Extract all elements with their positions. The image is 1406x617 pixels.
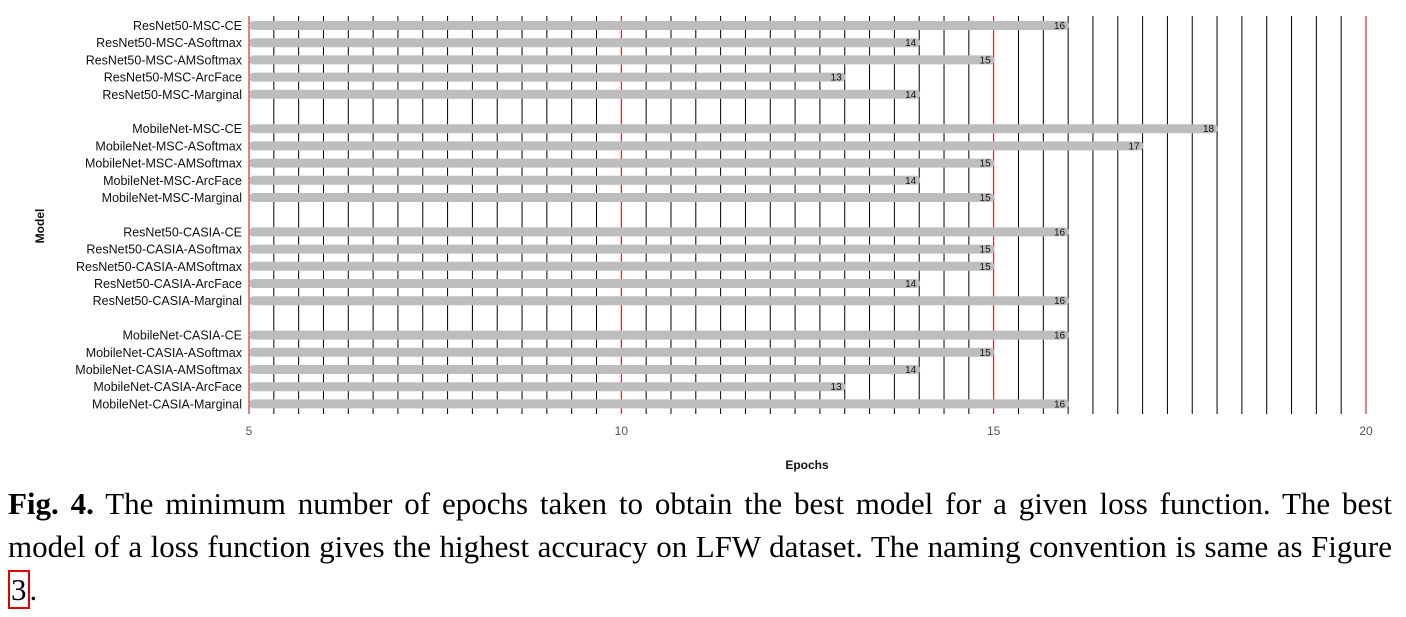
y-tick-labels: ResNet50-MSC-CE ResNet50-MSC-ASoftmax ResN… [75,19,242,411]
bar [249,227,1070,237]
y-tick-label: ResNet50-MSC-CE [133,19,242,33]
y-tick-label: MobileNet-MSC-CE [132,122,242,136]
data-label: 15 [980,193,992,204]
x-tick-label: 20 [1359,424,1373,438]
data-label: 15 [980,262,992,273]
y-axis-title: Model [33,209,47,244]
bar [249,175,921,185]
y-tick-label: MobileNet-MSC-ArcFace [103,174,242,188]
y-tick-label: MobileNet-CASIA-ArcFace [93,380,242,394]
bar [249,365,921,374]
y-tick-label: ResNet50-MSC-ArcFace [104,71,242,85]
y-tick-label: MobileNet-CASIA-AMSoftmax [75,363,242,377]
caption-end: . [29,572,38,607]
x-tick-label: 10 [615,424,629,438]
caption-label: Fig. 4. [8,486,94,521]
data-label: 14 [905,176,917,187]
bar [249,21,1070,30]
bar [249,382,846,392]
data-label: 15 [980,348,992,359]
data-label: 14 [905,279,917,290]
bar [249,124,1219,134]
y-tick-label: ResNet50-MSC-Marginal [102,88,242,102]
y-tick-label: MobileNet-CASIA-ASoftmax [86,346,243,360]
y-tick-label: MobileNet-MSC-ASoftmax [95,139,242,153]
caption-text: The minimum number of epochs taken to ob… [8,486,1392,564]
bar [249,244,995,254]
bar [249,89,921,99]
bar [249,55,995,65]
data-label: 16 [1054,21,1066,32]
bar [249,279,921,288]
y-tick-label: ResNet50-MSC-AMSoftmax [86,53,243,67]
y-tick-label: ResNet50-CASIA-ArcFace [94,277,242,291]
bars [249,21,1219,409]
y-tick-label: ResNet50-MSC-ASoftmax [96,36,243,50]
bar [249,261,995,271]
data-label: 16 [1054,399,1066,410]
data-label: 17 [1128,141,1140,152]
bar [249,38,921,48]
x-tick-label: 15 [987,424,1001,438]
bar [249,347,995,357]
data-label: 14 [905,90,917,101]
data-labels: 16 14 15 13 14 18 17 15 14 15 16 15 15 14 16 16 15 14 13 16 [831,21,1215,410]
bar [249,399,1070,409]
bar [249,330,1070,340]
y-tick-label: MobileNet-MSC-AMSoftmax [85,157,243,171]
data-label: 14 [905,365,917,376]
x-tick-label: 5 [246,424,253,438]
data-label: 18 [1203,124,1215,135]
bar [249,193,995,202]
x-tick-labels: 5 10 15 20 [246,424,1373,438]
bar [249,72,846,82]
data-label: 13 [831,73,843,84]
bar [249,141,1144,151]
y-tick-label: ResNet50-CASIA-Marginal [93,294,242,308]
data-label: 13 [831,382,843,393]
y-tick-label: ResNet50-CASIA-AMSoftmax [76,260,243,274]
figure-reference-link[interactable]: 3 [8,570,30,609]
data-label: 15 [980,55,992,66]
x-axis-title: Epochs [785,458,829,472]
y-tick-label: ResNet50-CASIA-ASoftmax [86,243,242,257]
bar [249,158,995,168]
data-label: 16 [1054,296,1066,307]
y-tick-label: MobileNet-MSC-Marginal [102,191,242,205]
y-tick-label: ResNet50-CASIA-CE [123,225,242,239]
data-label: 16 [1054,227,1066,238]
data-label: 16 [1054,331,1066,342]
grid-lines [248,16,1367,414]
data-label: 14 [905,38,917,49]
data-label: 15 [980,159,992,170]
figure-caption: Fig. 4. The minimum number of epochs tak… [8,482,1392,611]
bar [249,296,1070,306]
bar-chart: ResNet50-MSC-CE ResNet50-MSC-ASoftmax ResN… [33,16,1373,472]
y-tick-label: MobileNet-CASIA-Marginal [92,397,242,411]
data-label: 15 [980,245,992,256]
y-tick-label: MobileNet-CASIA-CE [123,329,242,343]
